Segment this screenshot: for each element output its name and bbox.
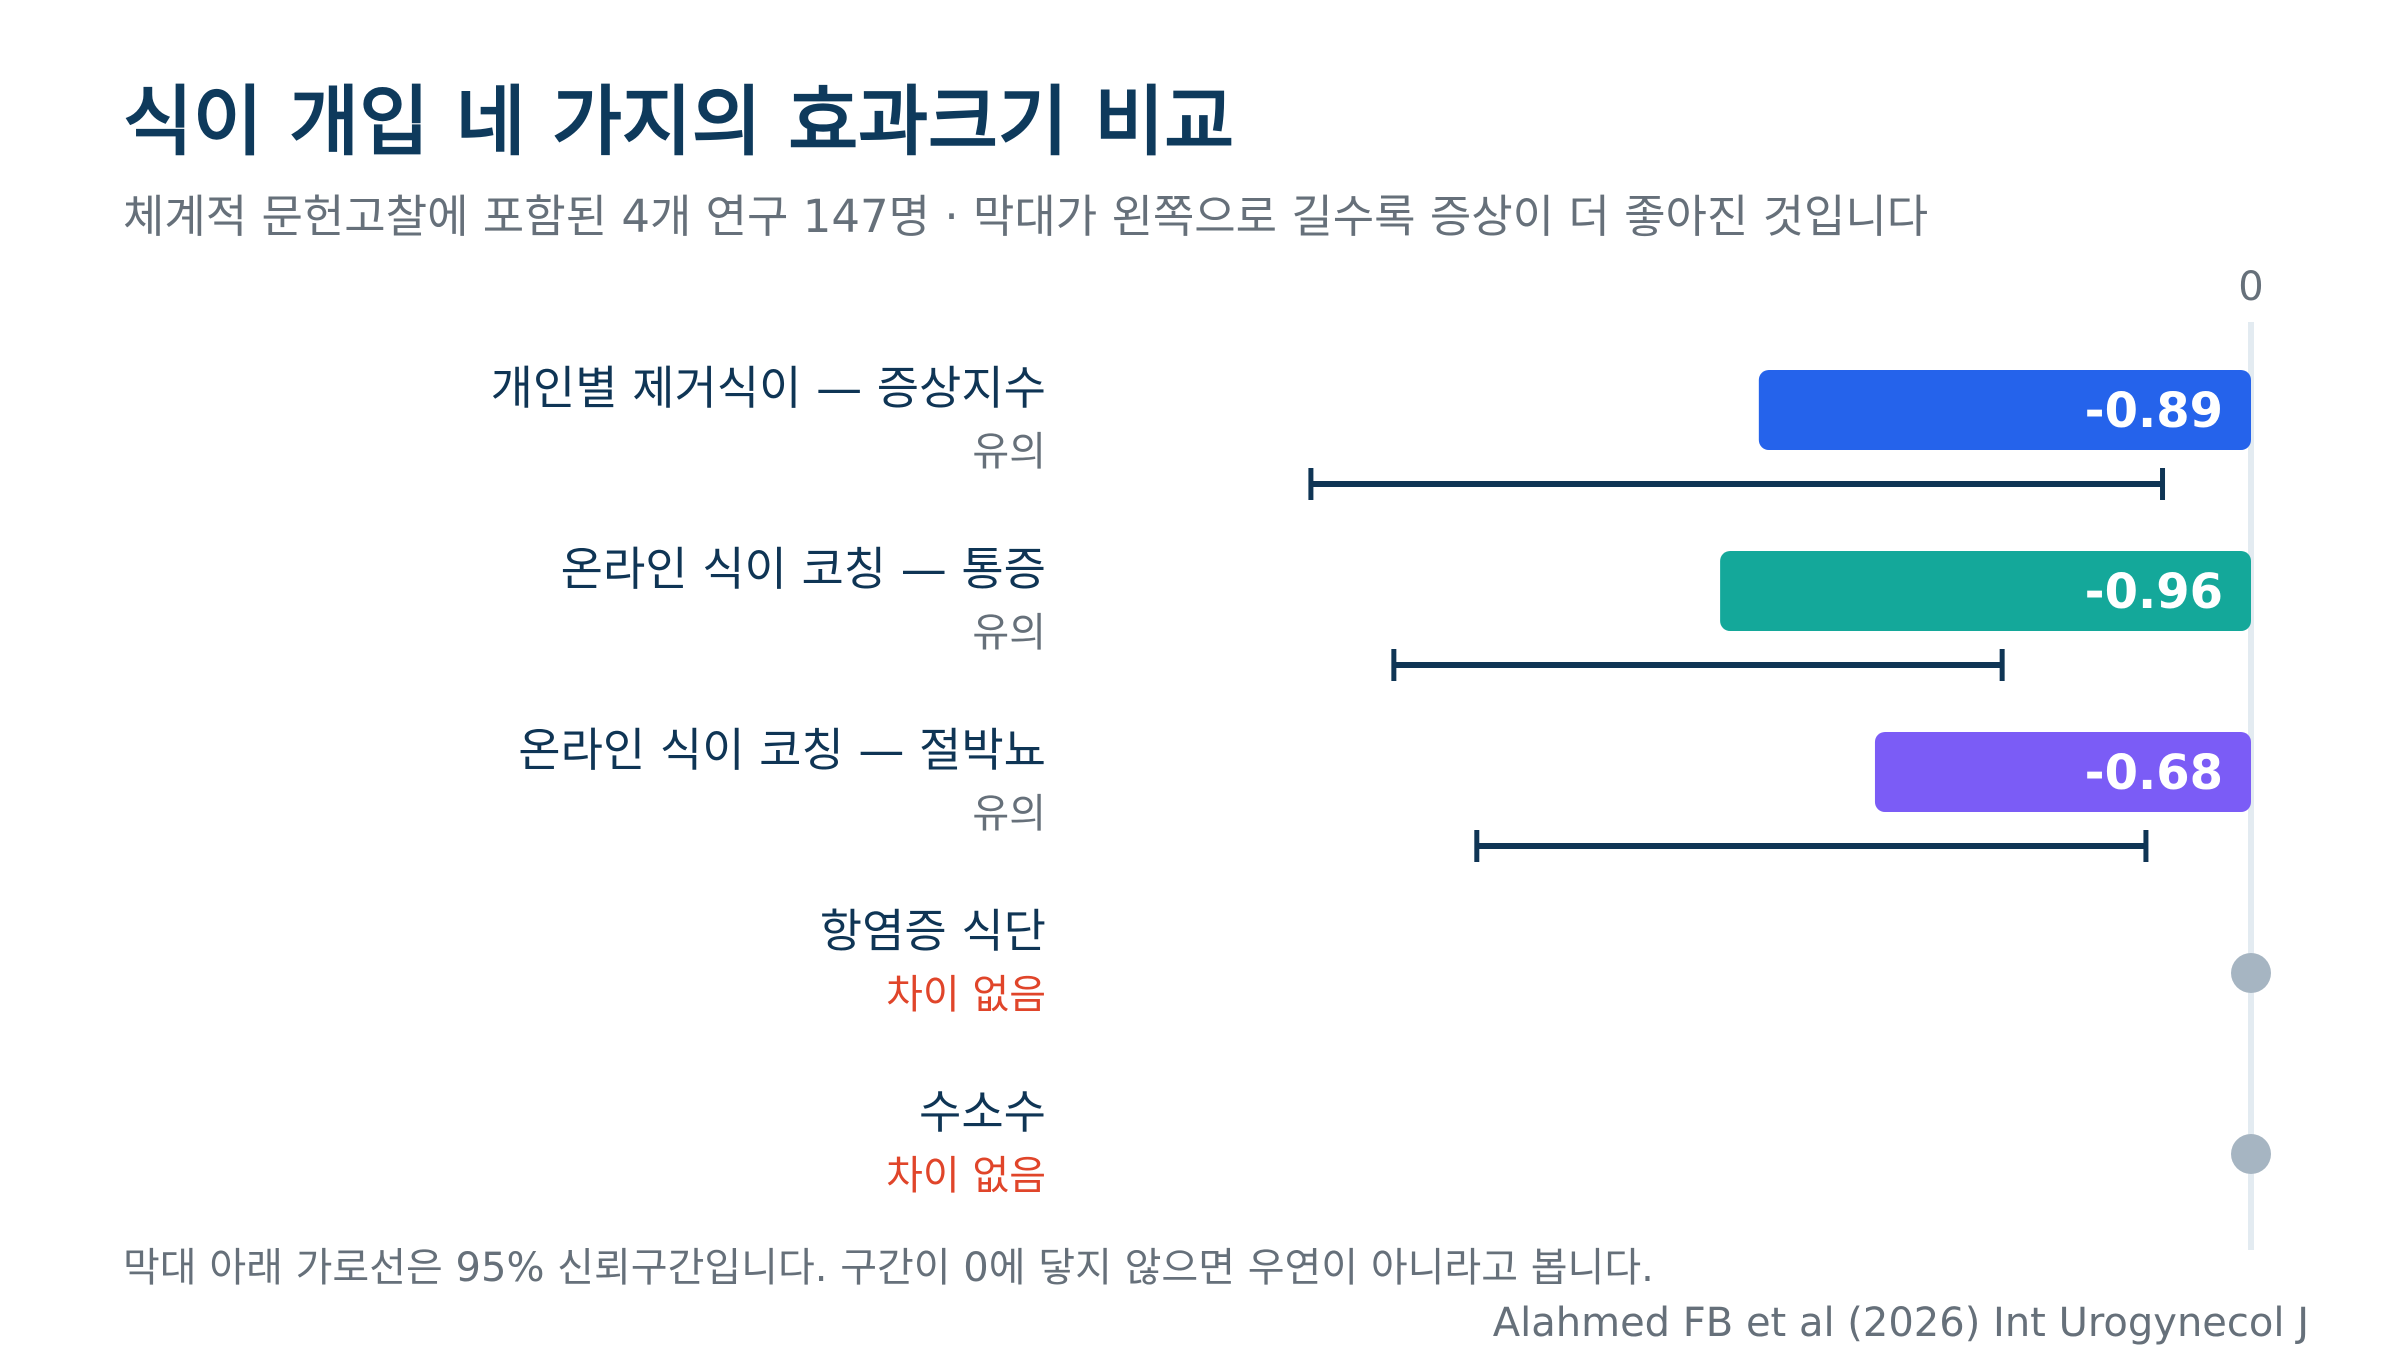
bar-value-label: -0.89	[2085, 383, 2223, 439]
source-citation: Alahmed FB et al (2026) Int Urogynecol J	[1492, 1300, 2309, 1346]
row-status: 유의	[972, 610, 1046, 656]
row-status: 차이 없음	[886, 972, 1046, 1018]
row-status: 차이 없음	[886, 1153, 1046, 1199]
row-status: 유의	[972, 791, 1046, 837]
footnote: 막대 아래 가로선은 95% 신뢰구간입니다. 구간이 0에 닿지 않으면 우연…	[123, 1245, 1654, 1291]
row-label: 온라인 식이 코칭 — 통증	[561, 542, 1046, 596]
null-effect-dot	[2231, 953, 2271, 993]
row-label: 항염증 식단	[820, 904, 1046, 958]
row-label: 수소수	[919, 1085, 1046, 1139]
effect-bar	[1758, 370, 2251, 450]
null-effect-dot	[2231, 1134, 2271, 1174]
row-label: 온라인 식이 코칭 — 절박뇨	[518, 723, 1046, 777]
bar-value-label: -0.96	[2085, 564, 2223, 620]
row-label: 개인별 제거식이 — 증상지수	[491, 361, 1046, 415]
zero-tick-label: 0	[2238, 264, 2263, 310]
effect-bar	[1874, 732, 2251, 812]
row-status: 유의	[972, 429, 1046, 475]
bar-value-label: -0.68	[2085, 745, 2223, 801]
chart-subtitle: 체계적 문헌고찰에 포함된 4개 연구 147명 · 막대가 왼쪽으로 길수록 …	[123, 190, 1929, 243]
effect-bar	[1720, 551, 2251, 631]
chart-title: 식이 개입 네 가지의 효과크기 비교	[123, 77, 1235, 166]
